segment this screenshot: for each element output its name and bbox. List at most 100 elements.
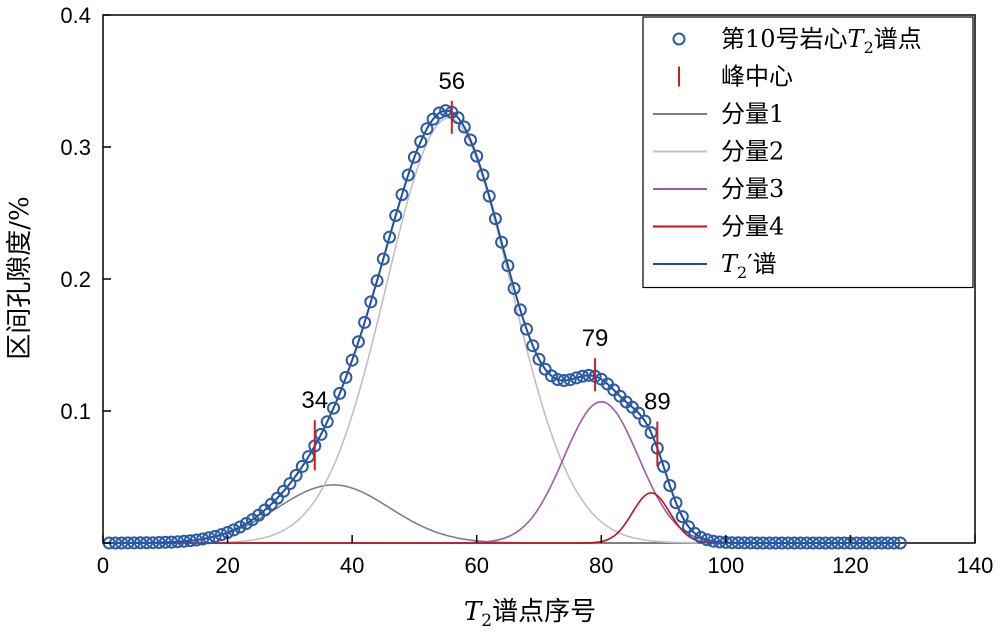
spectrum-point [669,496,683,510]
spectrum-point [731,536,745,550]
spectrum-point [744,536,758,550]
spectrum-point [713,535,727,549]
spectrum-point [663,479,677,492]
legend-label: T2′谱 [721,250,777,282]
legend-label: 第10号岩心T2谱点 [721,25,922,57]
spectrum-point [464,133,477,147]
spectrum-point [763,536,776,550]
spectrum-point [576,369,590,383]
spectrum-point [383,230,396,244]
legend-marker-spectrum-points [672,32,686,46]
spectrum-point [115,536,129,550]
spectrum-point [868,536,882,550]
spectrum-point [482,189,496,203]
spectrum-point [657,460,671,473]
spectrum-point [850,536,864,550]
x-axis-title-variable: T [464,597,483,627]
x-tick-label: 60 [464,553,488,578]
spectrum-point [700,533,714,547]
legend-label: 峰中心 [721,63,793,91]
y-tick-label: 0.4 [60,3,91,28]
spectrum-point [893,536,907,550]
spectrum-point [339,370,353,384]
spectrum-point [513,303,527,317]
spectrum-point [389,209,403,222]
legend-label-suffix: ′谱 [747,250,776,278]
spectrum-point [831,536,845,550]
spectrum-point [812,536,826,550]
legend-label-text: 分量1 [721,100,784,128]
x-tick-label: 40 [340,553,364,578]
spectrum-point [457,120,471,134]
spectrum-point [333,386,347,400]
spectrum-point [806,536,820,550]
spectrum-point [794,536,808,550]
spectrum-point [277,484,291,498]
spectrum-point [694,530,708,544]
spectrum-point [881,536,895,550]
legend-label-text: 第10号岩心 [721,25,848,53]
x-tick-label: 20 [215,553,239,578]
legend-label-variable: T [848,25,866,53]
axes: 0 20 40 60 80 100 120 140 0.1 0.2 0.3 0.4 [60,3,993,578]
spectrum-point [414,135,428,149]
spectrum-point [756,536,770,550]
spectrum-point [675,510,689,524]
spectrum-point [320,415,334,429]
spectrum-point [370,274,384,288]
y-axis-title: 区间孔隙度/% [5,196,35,359]
spectrum-point [526,339,540,353]
spectrum-point [470,149,484,163]
spectrum-point [351,335,365,349]
legend-label: 分量2 [721,138,784,166]
spectrum-point [569,371,583,385]
spectrum-point [196,532,210,546]
spectrum-point [738,536,751,550]
legend-label-variable: T [721,250,739,278]
spectrum-point [557,374,571,387]
spectrum-point [283,477,297,491]
spectrum-point [632,406,646,420]
legend-label-text: 分量3 [721,175,784,203]
spectrum-point [856,536,870,550]
spectrum-point [501,259,515,273]
spectrum-point [152,536,166,549]
spectrum-point [775,536,789,550]
legend-label-text: 分量2 [721,138,784,166]
spectrum-point [358,315,372,329]
spectrum-point [532,352,546,366]
x-tick-label: 0 [97,553,109,578]
legend-label-subscript: 2 [737,263,747,282]
spectrum-point [825,536,839,550]
spectrum-point [364,295,378,309]
spectrum-point [407,150,421,164]
x-tick-label: 140 [957,553,994,578]
spectrum-point [787,536,801,550]
spectrum-point [401,168,415,182]
spectrum-point [133,536,147,550]
y-tick-label: 0.2 [60,267,91,292]
peak-centers-group: 34 56 79 89 [301,68,671,471]
spectrum-point [189,533,203,547]
spectrum-point [345,353,359,367]
spectrum-point [800,536,814,550]
spectrum-point [476,168,490,182]
spectrum-point [862,536,876,550]
spectrum-point [819,536,832,550]
spectrum-point [295,459,309,473]
x-tick-label: 80 [589,553,613,578]
peak-center-label: 89 [644,389,671,416]
spectrum-point [327,401,340,415]
spectrum-point [158,535,172,549]
legend-label: 分量3 [721,175,784,203]
spectrum-point [227,523,241,537]
spectrum-point [887,536,901,550]
spectrum-point [706,534,720,548]
peak-center-label: 56 [438,68,465,95]
spectrum-point [202,531,216,545]
spectrum-point [781,536,795,550]
spectrum-point [214,528,228,542]
spectrum-point [177,534,191,548]
